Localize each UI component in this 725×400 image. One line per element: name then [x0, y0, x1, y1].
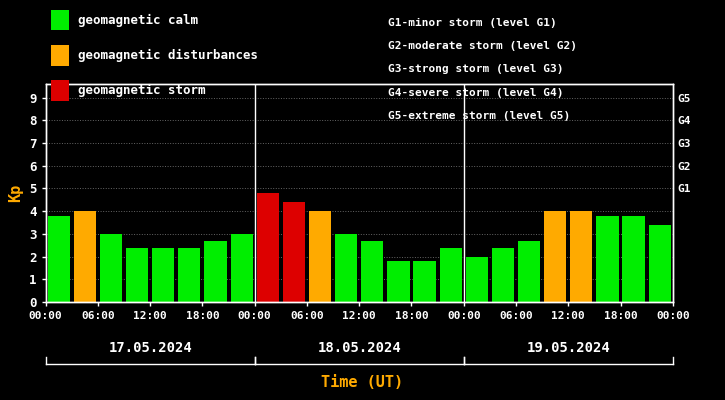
Bar — [465, 256, 488, 302]
Bar — [361, 241, 384, 302]
Bar — [309, 211, 331, 302]
Text: 19.05.2024: 19.05.2024 — [526, 341, 610, 355]
Bar — [152, 248, 175, 302]
Bar — [283, 202, 305, 302]
Bar — [597, 216, 618, 302]
Text: G5-extreme storm (level G5): G5-extreme storm (level G5) — [388, 111, 570, 121]
Text: Time (UT): Time (UT) — [321, 375, 404, 390]
Bar — [257, 193, 279, 302]
Bar — [48, 216, 70, 302]
Bar — [204, 241, 227, 302]
Bar — [439, 248, 462, 302]
Bar — [74, 211, 96, 302]
Text: G4-severe storm (level G4): G4-severe storm (level G4) — [388, 88, 563, 98]
Bar — [571, 211, 592, 302]
Bar — [413, 261, 436, 302]
Bar — [544, 211, 566, 302]
Bar — [649, 225, 671, 302]
Text: G2-moderate storm (level G2): G2-moderate storm (level G2) — [388, 41, 577, 51]
Bar — [231, 234, 253, 302]
Bar — [387, 261, 410, 302]
Bar — [492, 248, 514, 302]
Bar — [518, 241, 540, 302]
Bar — [178, 248, 201, 302]
Y-axis label: Kp: Kp — [9, 184, 24, 202]
Bar — [100, 234, 122, 302]
Bar — [623, 216, 645, 302]
Text: G3-strong storm (level G3): G3-strong storm (level G3) — [388, 64, 563, 74]
Text: geomagnetic disturbances: geomagnetic disturbances — [78, 49, 257, 62]
Text: 17.05.2024: 17.05.2024 — [108, 341, 192, 355]
Text: geomagnetic storm: geomagnetic storm — [78, 84, 205, 97]
Text: G1-minor storm (level G1): G1-minor storm (level G1) — [388, 18, 557, 28]
Bar — [335, 234, 357, 302]
Text: geomagnetic calm: geomagnetic calm — [78, 14, 198, 26]
Bar — [126, 248, 148, 302]
Text: 18.05.2024: 18.05.2024 — [318, 341, 401, 355]
